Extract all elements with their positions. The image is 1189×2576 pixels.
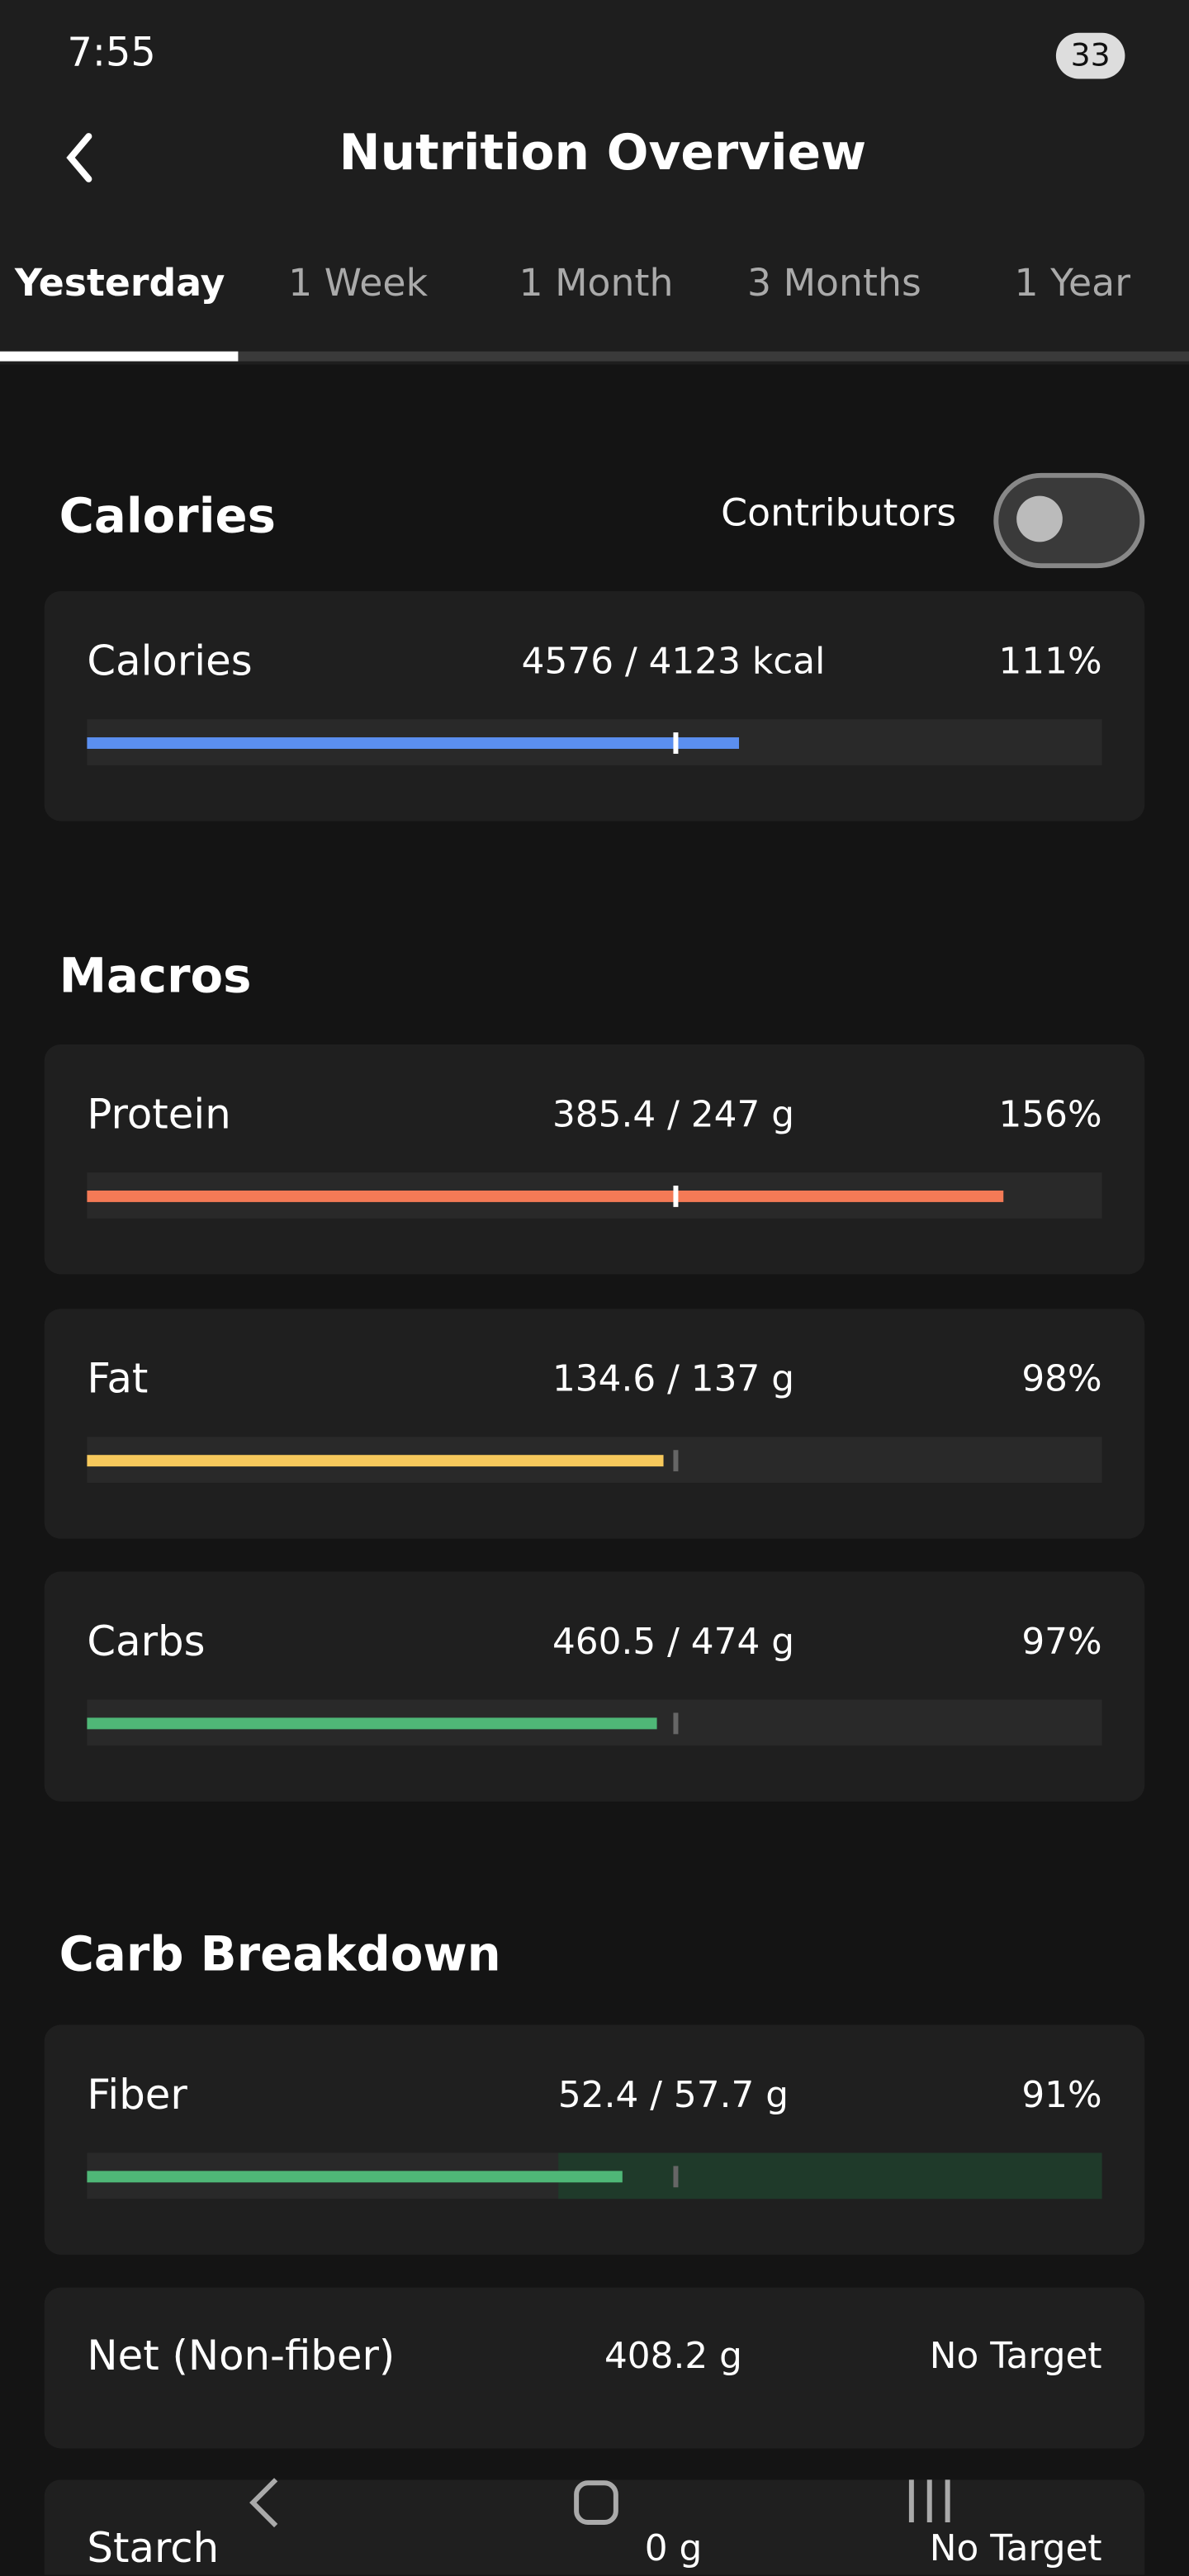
metric-percent: 111% xyxy=(998,642,1102,684)
section-title: Macros xyxy=(59,947,252,1004)
target-marker xyxy=(673,732,679,754)
target-marker xyxy=(673,1712,679,1735)
bar-fill xyxy=(87,1717,658,1730)
target-zone xyxy=(558,2152,1102,2200)
tab-track xyxy=(0,351,1189,362)
metric-card[interactable] xyxy=(44,1309,1145,1539)
metric-name: Protein xyxy=(87,1090,231,1139)
tab-indicator xyxy=(0,351,239,362)
metric-percent: 97% xyxy=(1021,1622,1102,1664)
metric-percent: No Target xyxy=(929,2337,1102,2378)
tab[interactable]: 1 Week xyxy=(288,263,429,305)
metric-percent: 98% xyxy=(1021,1359,1102,1401)
tab[interactable]: 1 Month xyxy=(519,263,674,305)
bar-fill xyxy=(87,1455,664,1467)
metric-card[interactable] xyxy=(44,2024,1145,2255)
metric-amount: 52.4 / 57.7 g xyxy=(557,2076,789,2117)
metric-amount: 408.2 g xyxy=(604,2337,742,2378)
metric-percent: 156% xyxy=(998,1095,1102,1137)
status-time: 7:55 xyxy=(67,29,156,76)
section-title: Carb Breakdown xyxy=(59,1926,501,1982)
section-title: Calories xyxy=(59,487,276,544)
metric-amount: 4576 / 4123 kcal xyxy=(521,642,826,684)
metric-card[interactable] xyxy=(44,2479,1145,2575)
metric-amount: 460.5 / 474 g xyxy=(552,1622,794,1664)
metric-name: Calories xyxy=(87,637,253,685)
tab[interactable]: 3 Months xyxy=(746,263,921,305)
metric-name: Fat xyxy=(87,1354,149,1403)
metric-amount: 134.6 / 137 g xyxy=(552,1359,794,1401)
metric-name: Carbs xyxy=(87,1617,206,1665)
bar-fill xyxy=(87,737,740,749)
metric-card[interactable] xyxy=(44,1044,1145,1275)
metric-name: Starch xyxy=(87,2524,220,2572)
battery: 33 xyxy=(1055,32,1125,79)
page-title: Nutrition Overview xyxy=(339,125,867,182)
target-marker xyxy=(673,1450,679,1472)
toggle-knob xyxy=(1016,495,1063,542)
header-bg xyxy=(0,0,1189,365)
back-button[interactable] xyxy=(59,128,109,187)
tab[interactable]: Yesterday xyxy=(14,263,225,305)
metric-card[interactable] xyxy=(44,2287,1145,2449)
toggle-label: Contributors xyxy=(721,492,957,536)
metric-percent: 91% xyxy=(1021,2076,1102,2117)
metric-card[interactable] xyxy=(44,591,1145,822)
metric-amount: 385.4 / 247 g xyxy=(552,1095,794,1137)
tab[interactable]: 1 Year xyxy=(1014,263,1131,305)
metric-card[interactable] xyxy=(44,1571,1145,1802)
nav-bar xyxy=(249,2478,950,2528)
bar-fill xyxy=(87,1190,1005,1202)
target-marker xyxy=(673,1186,679,1207)
metric-amount: 0 g xyxy=(644,2528,703,2570)
metric-name: Net (Non-fiber) xyxy=(87,2332,396,2379)
metric-name: Fiber xyxy=(87,2071,187,2119)
metric-percent: No Target xyxy=(929,2528,1102,2570)
bar-fill xyxy=(87,2171,623,2183)
target-marker xyxy=(673,2166,679,2188)
